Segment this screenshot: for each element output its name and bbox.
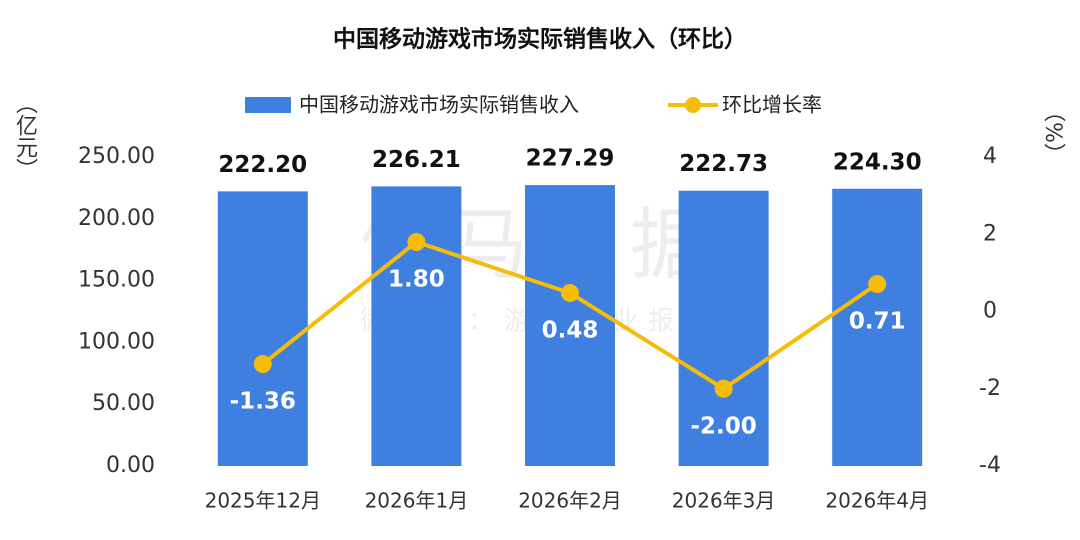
line-value-label: 1.80 xyxy=(388,266,445,292)
line-value-label: 0.48 xyxy=(542,317,599,343)
line-point xyxy=(714,379,733,398)
y-axis-label: （亿元） xyxy=(12,92,38,180)
line-value-label: -2.00 xyxy=(690,413,756,439)
x-tick-label: 2025年12月 xyxy=(205,489,321,513)
y-tick-label: 200.00 xyxy=(78,206,155,231)
bar-value-label: 222.20 xyxy=(218,152,307,178)
line-point xyxy=(868,275,887,294)
y2-axis-label: （%） xyxy=(1040,100,1066,165)
bar-value-label: 227.29 xyxy=(526,146,615,172)
line-value-label: 0.71 xyxy=(849,309,906,335)
bar-value-label: 224.30 xyxy=(833,149,922,175)
legend-label: 环比增长率 xyxy=(722,93,822,117)
x-tick-label: 2026年2月 xyxy=(518,489,622,513)
legend-swatch xyxy=(245,97,291,113)
x-tick-label: 2026年3月 xyxy=(672,489,776,513)
y-tick-label: 150.00 xyxy=(78,268,155,293)
bar xyxy=(832,188,923,466)
line-point xyxy=(561,283,579,302)
y2-tick-label: 4 xyxy=(983,144,997,169)
y2-tick-label: 2 xyxy=(983,221,997,246)
y-tick-label: 0.00 xyxy=(106,453,155,478)
legend-label: 中国移动游戏市场实际销售收入 xyxy=(299,93,579,117)
line-point xyxy=(407,232,426,251)
bar-value-label: 222.73 xyxy=(679,151,768,177)
x-tick-label: 2026年1月 xyxy=(365,489,469,513)
bar xyxy=(371,186,462,467)
bar xyxy=(525,185,615,466)
bar xyxy=(217,191,308,467)
y2-tick-label: -4 xyxy=(979,453,1001,478)
y2-tick-label: 0 xyxy=(983,299,997,324)
x-tick-label: 2026年4月 xyxy=(825,489,929,513)
y-tick-label: 100.00 xyxy=(78,329,155,354)
legend-swatch xyxy=(685,97,701,113)
bar-value-label: 226.21 xyxy=(372,147,461,173)
bar xyxy=(678,190,769,466)
chart-title: 中国移动游戏市场实际销售收入（环比） xyxy=(333,26,747,53)
y2-tick-label: -2 xyxy=(979,376,1001,401)
line-value-label: -1.36 xyxy=(230,389,296,415)
y-tick-label: 250.00 xyxy=(78,144,155,169)
line-point xyxy=(253,355,272,374)
y-tick-label: 50.00 xyxy=(92,391,155,416)
